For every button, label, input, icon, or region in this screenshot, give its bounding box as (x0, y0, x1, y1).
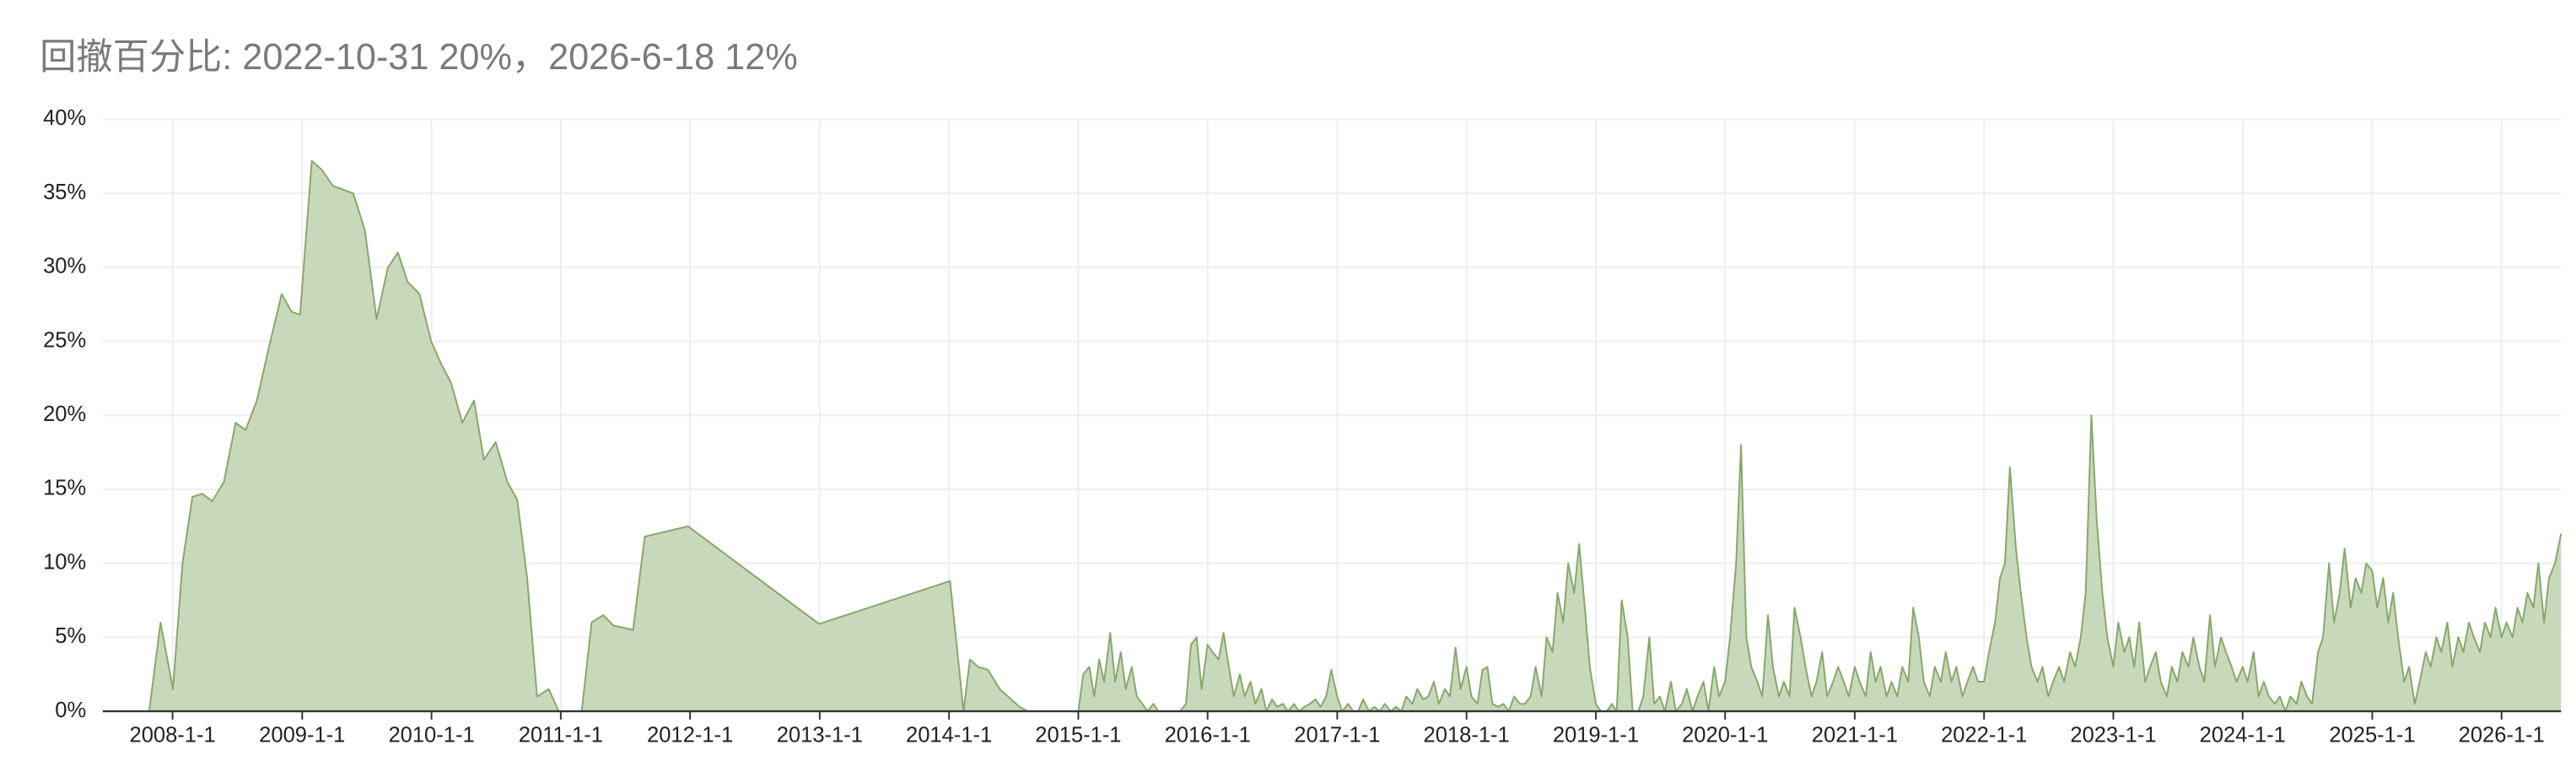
y-tick-label: 10% (43, 550, 86, 574)
y-tick-label: 5% (55, 624, 86, 648)
area-fill (148, 160, 2562, 712)
y-tick-label: 15% (43, 477, 86, 500)
y-tick-label: 25% (43, 328, 86, 352)
x-tick-label: 2022-1-1 (1941, 723, 2027, 747)
x-tick-label: 2010-1-1 (388, 723, 474, 747)
x-tick-label: 2011-1-1 (519, 723, 603, 747)
area-line (148, 159, 2563, 713)
y-tick-label: 35% (43, 181, 86, 204)
x-tick-label: 2015-1-1 (1035, 723, 1121, 747)
y-tick-label: 0% (55, 699, 86, 722)
x-tick-label: 2008-1-1 (129, 723, 215, 747)
y-tick-label: 30% (43, 255, 86, 278)
x-tick-label: 2016-1-1 (1165, 723, 1251, 747)
y-tick-label: 20% (43, 402, 86, 426)
x-tick-label: 2012-1-1 (647, 723, 733, 747)
x-tick-label: 2021-1-1 (1812, 723, 1898, 747)
chart-title: 回撤百分比: 2022-10-31 20%，2026-6-18 12% (40, 37, 797, 78)
x-tick-label: 2017-1-1 (1294, 723, 1380, 747)
y-tick-label: 40% (43, 106, 86, 130)
x-tick-label: 2009-1-1 (259, 723, 345, 747)
x-tick-label: 2020-1-1 (1682, 723, 1768, 747)
x-tick-label: 2023-1-1 (2070, 723, 2156, 747)
x-tick-label: 2025-1-1 (2329, 723, 2415, 747)
x-tick-label: 2026-1-1 (2459, 723, 2545, 747)
x-tick-label: 2024-1-1 (2200, 723, 2286, 747)
x-tick-label: 2014-1-1 (906, 723, 992, 747)
x-tick-label: 2018-1-1 (1424, 723, 1510, 747)
x-tick-label: 2013-1-1 (777, 723, 863, 747)
x-tick-label: 2019-1-1 (1553, 723, 1639, 747)
